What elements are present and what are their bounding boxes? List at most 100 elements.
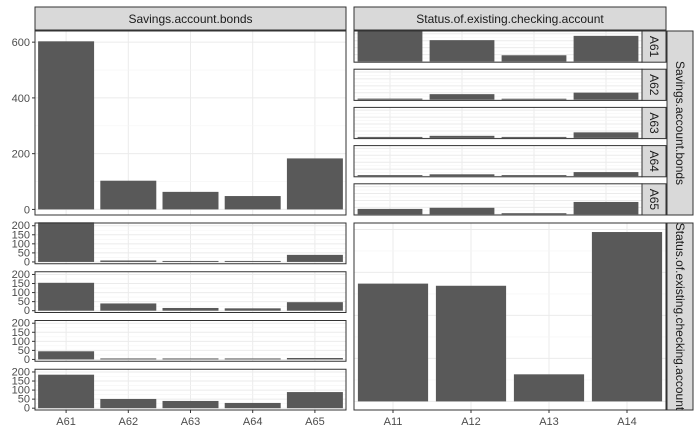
panel-checking-by-A61 (353, 30, 643, 63)
bar-checking-by-A63-1 (429, 135, 495, 138)
bar-checking-by-A63-0 (357, 136, 423, 138)
bar-checking-by-A61-2 (501, 55, 567, 62)
y-tick-label-A14: 150 (12, 376, 30, 388)
bar-savings-by-A14-3 (224, 402, 281, 409)
bar-savings-marginal-3 (224, 196, 281, 210)
bar-savings-by-A14-2 (162, 400, 219, 409)
y-tick-label-A13: 150 (12, 327, 30, 339)
bar-checking-by-A63-3 (573, 132, 639, 138)
bar-checking-marginal-2 (513, 374, 585, 402)
panel-background-checking-by-A64 (354, 145, 642, 177)
bar-savings-marginal-0 (38, 41, 95, 210)
panel-border-checking-marginal (353, 222, 667, 411)
bar-checking-by-A61-1 (429, 40, 495, 62)
panel-checking-by-A65 (353, 183, 643, 216)
y-tick-label-A11: 150 (12, 229, 30, 241)
facet-strip-A61 (641, 30, 667, 63)
strip-top-savings (34, 6, 347, 31)
bar-checking-by-A62-1 (429, 94, 495, 100)
y-tick-label-savings: 400 (12, 93, 30, 105)
bar-checking-by-A65-2 (501, 213, 567, 215)
bar-savings-by-A13-4 (286, 357, 343, 360)
strip-top-savings-label: Savings.account.bonds (128, 12, 252, 26)
y-tick-label-A12: 0 (24, 305, 30, 317)
bar-savings-by-A12-1 (100, 303, 157, 311)
facet-strip-label-A64: A64 (647, 151, 661, 173)
panel-savings-by-A14 (34, 368, 347, 411)
panel-checking-by-A63 (353, 106, 643, 140)
y-tick-label-A12: 100 (12, 287, 30, 299)
bar-savings-by-A13-2 (162, 358, 219, 360)
y-tick-label-savings: 0 (24, 204, 30, 216)
y-tick-label-A11: 0 (24, 256, 30, 268)
x-tick-label-A61: A61 (56, 416, 76, 428)
bar-savings-by-A13-1 (100, 358, 157, 360)
bar-savings-by-A12-3 (224, 308, 281, 311)
x-tick-label-A12: A12 (461, 416, 481, 428)
bar-savings-by-A13-0 (38, 351, 95, 360)
bar-savings-by-A11-4 (286, 254, 343, 262)
x-tick-label-A65: A65 (305, 416, 325, 428)
strips: Savings.account.bonds Status.of.existing… (34, 6, 694, 411)
x-tick-label-A14: A14 (617, 416, 637, 428)
bar-checking-by-A64-3 (573, 172, 639, 177)
y-tick-label-A14: 0 (24, 403, 30, 415)
panel-border-savings-marginal (34, 30, 347, 216)
facet-strip-A63 (641, 106, 667, 140)
strip-top-checking (353, 6, 667, 31)
bar-savings-by-A14-4 (286, 392, 343, 409)
bar-checking-by-A64-1 (429, 174, 495, 177)
bar-checking-marginal-1 (435, 285, 507, 402)
x-tick-label-A11: A11 (384, 416, 403, 428)
x-tick-label-A13: A13 (539, 416, 559, 428)
bar-savings-by-A14-0 (38, 374, 95, 409)
bar-savings-by-A11-1 (100, 260, 157, 262)
panel-savings-by-A11 (34, 222, 347, 265)
x-tick-label-A64: A64 (243, 416, 263, 428)
bar-checking-by-A62-0 (357, 98, 423, 100)
y-tick-label-A13: 0 (24, 354, 30, 366)
bar-savings-by-A14-1 (100, 398, 157, 409)
bar-checking-marginal-3 (591, 232, 663, 402)
bar-checking-by-A64-2 (501, 175, 567, 177)
x-tick-label-A63: A63 (181, 416, 201, 428)
y-tick-label-A11: 50 (18, 247, 30, 259)
strip-right-checking-label: Status.of.existing.checking.account (673, 223, 687, 411)
bar-savings-by-A11-3 (224, 260, 281, 262)
bar-checking-by-A65-0 (357, 208, 423, 215)
facet-strip-A62 (641, 68, 667, 101)
y-tick-label-A14: 200 (12, 366, 30, 378)
panel-savings-by-A13 (34, 320, 347, 362)
bar-checking-by-A65-3 (573, 201, 639, 215)
facet-strip-label-A62: A62 (647, 74, 661, 96)
panel-checking-marginal (353, 222, 667, 411)
panel-savings-marginal (34, 30, 347, 216)
panel-checking-by-A64 (353, 145, 643, 178)
facet-strip-A64 (641, 145, 667, 178)
y-tick-label-A12: 150 (12, 278, 30, 290)
bar-checking-by-A63-2 (501, 136, 567, 138)
ticks: 0501001502000501001502000501001502000501… (12, 37, 637, 428)
y-tick-label-A13: 100 (12, 336, 30, 348)
bar-savings-by-A13-3 (224, 358, 281, 360)
y-tick-label-A13: 200 (12, 318, 30, 330)
facet-strip-label-A63: A63 (647, 112, 661, 134)
bar-savings-by-A11-0 (38, 222, 95, 262)
bar-checking-by-A61-3 (573, 35, 639, 62)
bar-savings-by-A12-2 (162, 307, 219, 311)
bar-checking-by-A61-0 (357, 31, 423, 62)
y-tick-label-A11: 100 (12, 238, 30, 250)
bar-savings-by-A12-4 (286, 302, 343, 311)
y-tick-label-A12: 50 (18, 296, 30, 308)
y-tick-label-savings: 600 (12, 37, 30, 49)
y-tick-label-A12: 200 (12, 269, 30, 281)
x-tick-label-A62: A62 (119, 416, 139, 428)
y-tick-label-A13: 50 (18, 345, 30, 357)
bar-savings-marginal-4 (286, 158, 343, 210)
y-tick-label-A14: 50 (18, 394, 30, 406)
panel-checking-by-A62 (353, 68, 643, 101)
strip-top-checking-label: Status.of.existing.checking.account (416, 12, 604, 26)
bar-savings-marginal-1 (100, 180, 157, 210)
bar-checking-by-A62-3 (573, 92, 639, 100)
